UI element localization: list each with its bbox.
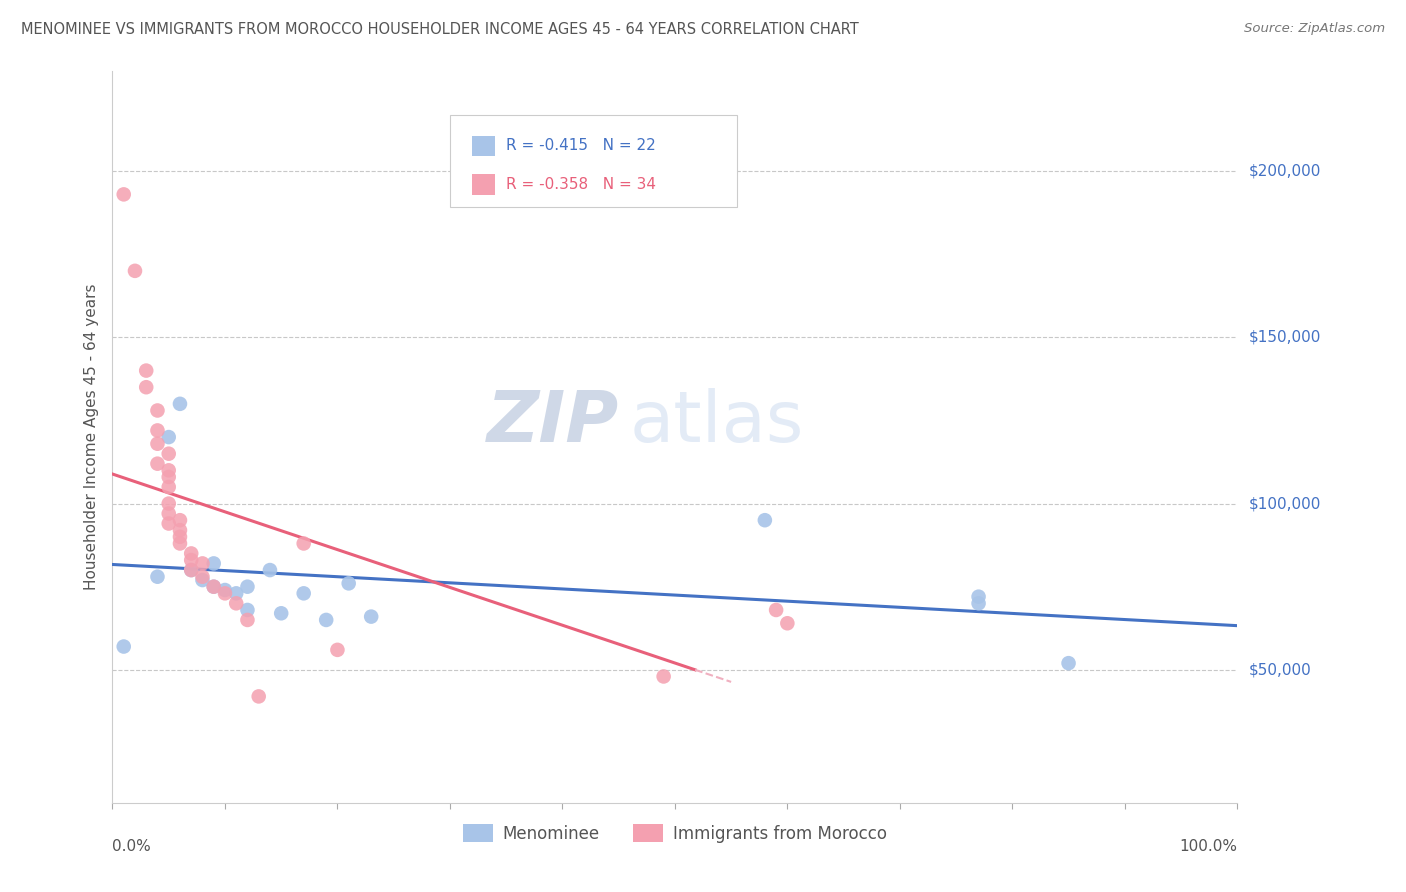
- Legend: Menominee, Immigrants from Morocco: Menominee, Immigrants from Morocco: [456, 818, 894, 849]
- Point: [754, 513, 776, 527]
- Text: $200,000: $200,000: [1249, 163, 1320, 178]
- Point: [146, 403, 169, 417]
- Bar: [472, 174, 495, 194]
- Point: [967, 590, 990, 604]
- Point: [191, 570, 214, 584]
- Point: [135, 380, 157, 394]
- Point: [315, 613, 337, 627]
- Point: [169, 530, 191, 544]
- Text: 100.0%: 100.0%: [1180, 839, 1237, 855]
- Point: [157, 480, 180, 494]
- Point: [180, 546, 202, 560]
- Text: atlas: atlas: [630, 388, 804, 457]
- Point: [214, 586, 236, 600]
- Point: [146, 436, 169, 450]
- Point: [135, 363, 157, 377]
- Point: [191, 573, 214, 587]
- Point: [202, 557, 225, 571]
- FancyBboxPatch shape: [450, 115, 737, 207]
- Point: [157, 430, 180, 444]
- Point: [292, 586, 315, 600]
- Point: [225, 596, 247, 610]
- Point: [270, 607, 292, 621]
- Text: R = -0.358   N = 34: R = -0.358 N = 34: [506, 177, 657, 192]
- Text: R = -0.415   N = 22: R = -0.415 N = 22: [506, 138, 657, 153]
- Point: [259, 563, 281, 577]
- Point: [236, 580, 259, 594]
- Text: Source: ZipAtlas.com: Source: ZipAtlas.com: [1244, 22, 1385, 36]
- Point: [180, 563, 202, 577]
- Point: [776, 616, 799, 631]
- Point: [236, 613, 259, 627]
- Point: [169, 397, 191, 411]
- Bar: [472, 136, 495, 156]
- Point: [169, 536, 191, 550]
- Point: [157, 447, 180, 461]
- Point: [146, 457, 169, 471]
- Point: [169, 513, 191, 527]
- Y-axis label: Householder Income Ages 45 - 64 years: Householder Income Ages 45 - 64 years: [83, 284, 98, 591]
- Point: [652, 669, 675, 683]
- Point: [157, 497, 180, 511]
- Point: [112, 640, 135, 654]
- Text: $150,000: $150,000: [1249, 330, 1320, 345]
- Point: [124, 264, 146, 278]
- Point: [191, 557, 214, 571]
- Point: [146, 570, 169, 584]
- Text: MENOMINEE VS IMMIGRANTS FROM MOROCCO HOUSEHOLDER INCOME AGES 45 - 64 YEARS CORRE: MENOMINEE VS IMMIGRANTS FROM MOROCCO HOU…: [21, 22, 859, 37]
- Point: [157, 470, 180, 484]
- Point: [247, 690, 270, 704]
- Point: [202, 580, 225, 594]
- Point: [360, 609, 382, 624]
- Text: $100,000: $100,000: [1249, 496, 1320, 511]
- Point: [967, 596, 990, 610]
- Point: [180, 563, 202, 577]
- Text: 0.0%: 0.0%: [112, 839, 152, 855]
- Point: [180, 553, 202, 567]
- Point: [146, 424, 169, 438]
- Point: [337, 576, 360, 591]
- Text: $50,000: $50,000: [1249, 663, 1312, 677]
- Point: [202, 580, 225, 594]
- Point: [225, 586, 247, 600]
- Point: [214, 582, 236, 597]
- Point: [157, 507, 180, 521]
- Point: [157, 516, 180, 531]
- Point: [112, 187, 135, 202]
- Text: ZIP: ZIP: [486, 388, 619, 457]
- Point: [157, 463, 180, 477]
- Point: [765, 603, 787, 617]
- Point: [1057, 656, 1080, 670]
- Point: [236, 603, 259, 617]
- Point: [292, 536, 315, 550]
- Point: [326, 643, 349, 657]
- Point: [169, 523, 191, 537]
